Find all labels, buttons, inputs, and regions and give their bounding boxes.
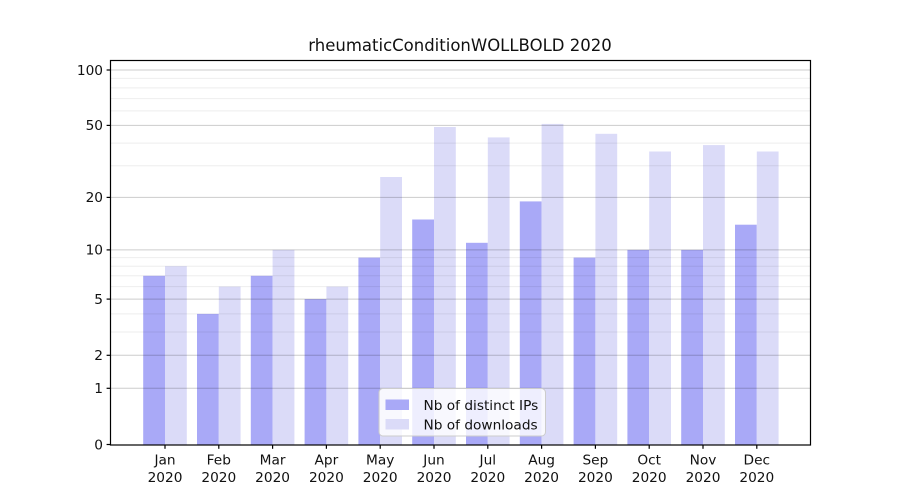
x-tick-label-month-jul: Jul — [479, 453, 497, 469]
x-tick-label-year-feb-2020: 2020 — [201, 470, 236, 486]
x-tick-label-month-aug: Aug — [528, 453, 555, 469]
y-tick-label-20: 20 — [86, 190, 103, 206]
bar-nb-of-downloads-oct-2020 — [649, 151, 671, 446]
x-tick-label-year-oct-2020: 2020 — [632, 470, 667, 486]
x-tick-label-year-dec-2020: 2020 — [739, 470, 774, 486]
x-tick-label-month-sep: Sep — [582, 453, 608, 469]
x-tick-label-year-jun-2020: 2020 — [417, 470, 452, 486]
y-tick-label-0: 0 — [94, 437, 103, 453]
bar-nb-of-distinct-ips-sep-2020 — [573, 257, 596, 446]
x-tick-label-year-jan-2020: 2020 — [148, 470, 183, 486]
bar-nb-of-downloads-nov-2020 — [703, 145, 725, 446]
bar-nb-of-downloads-dec-2020 — [756, 151, 779, 446]
y-tick-label-1: 1 — [94, 381, 103, 397]
x-axis-ticks-layer: Jan2020Feb2020Mar2020Apr2020May2020Jun20… — [148, 445, 774, 486]
bar-nb-of-distinct-ips-jan-2020 — [143, 275, 165, 446]
x-tick-label-year-aug-2020: 2020 — [524, 470, 559, 486]
bar-nb-of-downloads-may-2020 — [380, 177, 402, 446]
x-tick-label-year-may-2020: 2020 — [363, 470, 398, 486]
x-tick-label-month-jan: Jan — [153, 453, 175, 469]
legend-swatch-downloads — [385, 419, 409, 430]
legend-label-distinct-ips: Nb of distinct IPs — [424, 398, 539, 414]
major-gridlines-layer — [110, 69, 811, 389]
y-tick-label-2: 2 — [94, 348, 103, 364]
y-tick-label-10: 10 — [86, 243, 103, 259]
y-tick-label-50: 50 — [86, 118, 103, 134]
bar-nb-of-distinct-ips-aug-2020 — [519, 201, 542, 446]
x-tick-label-month-mar: Mar — [260, 453, 286, 469]
bar-nb-of-distinct-ips-nov-2020 — [681, 249, 703, 446]
x-tick-label-month-dec: Dec — [744, 453, 771, 469]
y-tick-label-5: 5 — [94, 292, 103, 308]
x-tick-label-month-apr: Apr — [315, 453, 339, 469]
x-tick-label-month-jun: Jun — [422, 453, 444, 469]
legend: Nb of distinct IPs Nb of downloads — [378, 388, 546, 437]
minor-gridlines-layer — [110, 77, 811, 333]
x-tick-label-year-jul-2020: 2020 — [470, 470, 505, 486]
plot-area-border — [109, 59, 812, 446]
bar-nb-of-downloads-jan-2020 — [165, 266, 187, 446]
bar-nb-of-downloads-sep-2020 — [595, 133, 618, 446]
bar-nb-of-downloads-jul-2020 — [487, 137, 510, 446]
x-tick-label-month-nov: Nov — [690, 453, 717, 469]
x-tick-label-year-mar-2020: 2020 — [255, 470, 290, 486]
x-tick-label-month-may: May — [366, 453, 394, 469]
bar-nb-of-distinct-ips-mar-2020 — [250, 275, 273, 446]
bar-nb-of-downloads-apr-2020 — [326, 286, 349, 446]
x-tick-label-month-oct: Oct — [637, 453, 661, 469]
bar-nb-of-distinct-ips-may-2020 — [358, 257, 381, 446]
x-tick-label-year-apr-2020: 2020 — [309, 470, 344, 486]
bar-nb-of-distinct-ips-oct-2020 — [627, 249, 650, 446]
bar-nb-of-downloads-jun-2020 — [434, 127, 456, 446]
chart-title: rheumaticConditionWOLLBOLD 2020 — [308, 36, 611, 55]
x-tick-label-year-sep-2020: 2020 — [578, 470, 613, 486]
bar-nb-of-distinct-ips-feb-2020 — [197, 313, 219, 446]
y-tick-label-100: 100 — [77, 63, 103, 79]
legend-box — [378, 388, 546, 437]
bar-nb-of-downloads-feb-2020 — [218, 286, 241, 446]
bars-layer — [143, 123, 779, 446]
bar-nb-of-distinct-ips-dec-2020 — [735, 224, 757, 446]
bar-nb-of-downloads-mar-2020 — [272, 249, 295, 446]
x-tick-label-year-nov-2020: 2020 — [686, 470, 721, 486]
x-tick-label-month-feb: Feb — [207, 453, 231, 469]
bar-nb-of-downloads-aug-2020 — [541, 123, 564, 446]
legend-swatch-distinct-ips — [385, 399, 409, 410]
legend-label-downloads: Nb of downloads — [424, 418, 538, 434]
y-axis-ticks-layer: 0 1 2 5 10 20 50 100 — [77, 63, 111, 453]
bar-nb-of-distinct-ips-apr-2020 — [304, 299, 327, 446]
